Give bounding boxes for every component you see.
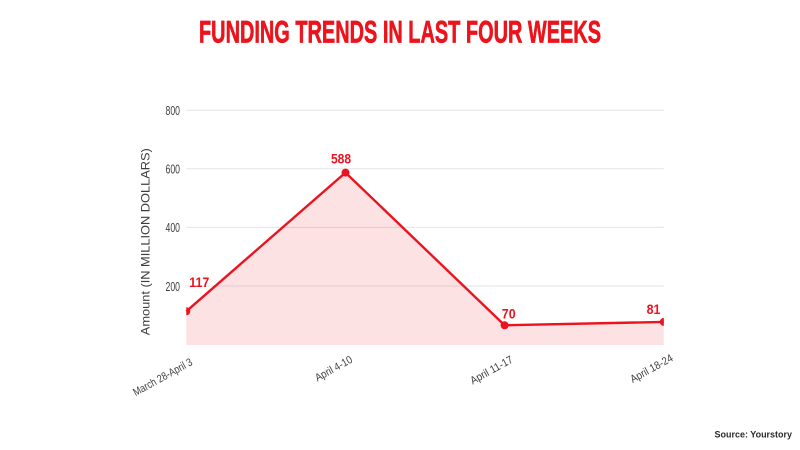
svg-text:70: 70 [502,306,516,321]
svg-text:Amount (IN MILLION DOLLARS): Amount (IN MILLION DOLLARS) [139,148,153,335]
svg-text:600: 600 [166,162,181,177]
svg-text:117: 117 [189,275,209,290]
svg-text:81: 81 [647,302,661,317]
svg-text:400: 400 [166,220,181,235]
svg-text:588: 588 [331,151,352,166]
svg-text:200: 200 [166,279,181,294]
svg-text:Source: Yourstory: Source: Yourstory [715,430,793,440]
svg-text:800: 800 [166,103,181,118]
svg-text:FUNDING TRENDS IN LAST FOUR WE: FUNDING TRENDS IN LAST FOUR WEEKS [199,14,601,50]
